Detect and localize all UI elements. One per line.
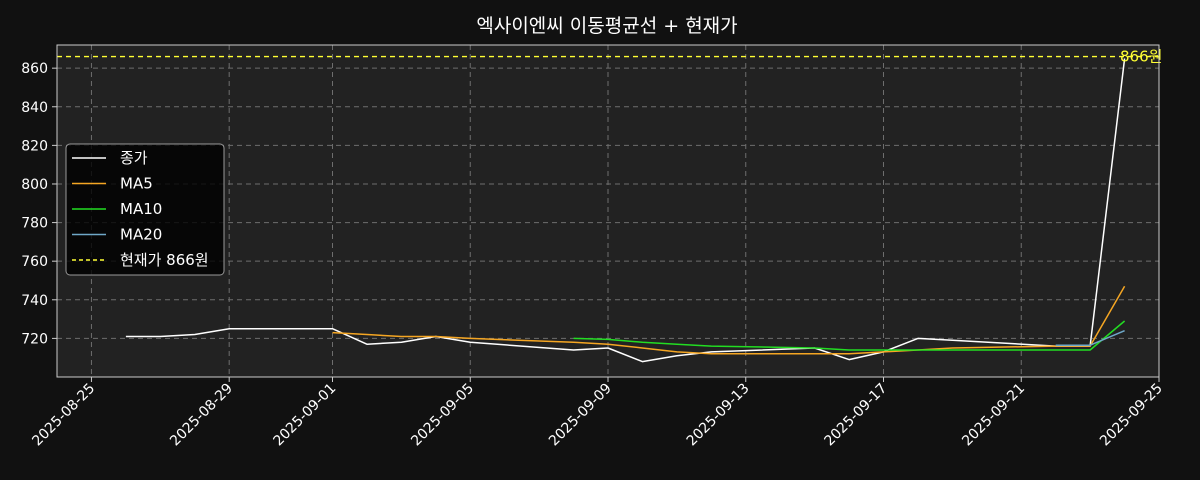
x-tick-label: 2025-08-25 <box>29 381 98 450</box>
series-line-3 <box>573 320 1126 351</box>
legend-box <box>65 143 225 276</box>
x-tick-label: 2025-09-21 <box>959 381 1028 450</box>
y-tick-label: 720 <box>21 331 48 347</box>
y-tick-label: 820 <box>21 138 48 154</box>
x-tick-label: 2025-09-01 <box>270 381 339 450</box>
legend-label: MA20 <box>120 226 162 244</box>
y-tick-label: 740 <box>21 293 48 309</box>
x-tick-label: 2025-08-29 <box>167 381 236 450</box>
series-line-1 <box>125 58 1126 363</box>
legend-label: MA5 <box>120 175 153 193</box>
series-line-4 <box>1055 330 1125 346</box>
y-tick-label: 800 <box>21 177 48 193</box>
y-tick-label: 760 <box>21 254 48 270</box>
y-tick-label: 860 <box>21 61 48 77</box>
x-tick-label: 2025-09-13 <box>684 381 753 450</box>
axes-frame <box>56 44 1160 378</box>
series-line-2 <box>332 285 1126 355</box>
x-tick-label: 2025-09-17 <box>821 381 890 450</box>
x-tick-label: 2025-09-09 <box>546 381 615 450</box>
legend-label: MA10 <box>120 200 162 218</box>
x-tick-label: 2025-09-05 <box>408 381 477 450</box>
y-tick-label: 840 <box>21 100 48 116</box>
current-price-label: 866원 <box>1120 48 1162 66</box>
legend-label: 현재가 866원 <box>120 251 209 269</box>
legend-label: 종가 <box>120 149 148 167</box>
x-tick-label: 2025-09-25 <box>1097 381 1166 450</box>
chart-title: 엑사이엔씨 이동평균선 + 현재가 <box>476 15 737 37</box>
y-tick-label: 780 <box>21 216 48 232</box>
